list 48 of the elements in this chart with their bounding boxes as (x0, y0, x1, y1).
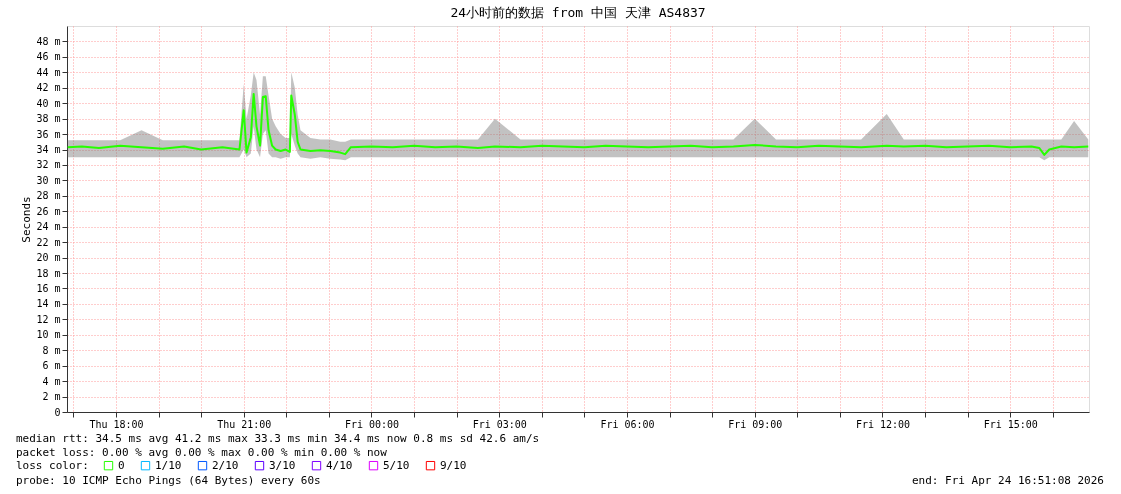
y-tick-label: 26 m (36, 205, 61, 217)
text: probe: 10 ICMP Echo Pings (64 Bytes) every 60s (16, 474, 321, 487)
y-tick-label: 6 m (42, 360, 61, 372)
y-tick-label: 36 m (36, 128, 61, 140)
x-tick-label: Thu 18:00 (89, 418, 144, 430)
y-tick-label: 16 m (36, 282, 61, 294)
x-tick-label: Fri 00:00 (344, 418, 400, 430)
y-tick-label: 32 m (36, 159, 61, 171)
legend-title: loss color: (16, 459, 89, 472)
line-series (66, 92, 1090, 156)
y-tick-label: 10 m (36, 329, 61, 341)
y-tick-label: 46 m (36, 51, 61, 63)
y-tick-label: 8 m (42, 344, 61, 356)
y-tick-label: 28 m (36, 190, 61, 202)
chart-title: 24小时前的数据 from 中国 天津 AS4837 (450, 5, 706, 20)
y-tick-label: 2 m (42, 391, 61, 403)
y-tick-label: 18 m (36, 267, 61, 279)
text: end: Fri Apr 24 16:51:08 2026 (911, 474, 1104, 487)
legend-label: 4/10 (326, 458, 353, 472)
y-tick-label: 42 m (36, 82, 61, 94)
x-tick-label: Fri 06:00 (600, 418, 655, 430)
y-tick-label: 22 m (36, 236, 61, 248)
x-tick-label: Thu 21:00 (217, 418, 272, 430)
legend-label: 9/10 (440, 458, 467, 472)
y-tick-label: 4 m (42, 375, 61, 387)
y-tick-label: 12 m (36, 313, 61, 325)
y-tick-label: 0 (54, 406, 61, 418)
x-tick-label: Fri 12:00 (855, 418, 911, 430)
y-tick-label: 40 m (36, 97, 61, 109)
legend-label: 3/10 (269, 458, 296, 472)
y-axis-title: Seconds (20, 196, 34, 243)
y-tick-label: 14 m (36, 298, 61, 310)
y-tick-label: 44 m (36, 66, 61, 78)
x-tick-label: Fri 15:00 (983, 418, 1038, 430)
legend-label: 1/10 (155, 458, 182, 472)
legend-label: 5/10 (383, 458, 410, 472)
y-tick-label: 24 m (36, 221, 61, 233)
text: packet loss: 0.00 % avg 0.00 % max 0.00 % min 0.00 % now (16, 446, 388, 459)
y-tick-label: 30 m (36, 174, 61, 186)
y-tick-label: 34 m (36, 144, 61, 156)
y-tick-label: 48 m (36, 35, 61, 47)
y-tick-label: 38 m (36, 113, 61, 125)
x-tick-label: Fri 03:00 (472, 418, 527, 430)
text: median rtt: 34.5 ms avg 41.2 ms max 33.3 ms min 34.4 ms now 0.8 ms sd 42.6 am/s (16, 432, 540, 445)
legend-label: 2/10 (212, 458, 239, 472)
y-tick-label: 20 m (36, 252, 61, 264)
legend-label: 0 (118, 458, 125, 472)
x-tick-label: Fri 09:00 (728, 418, 783, 430)
